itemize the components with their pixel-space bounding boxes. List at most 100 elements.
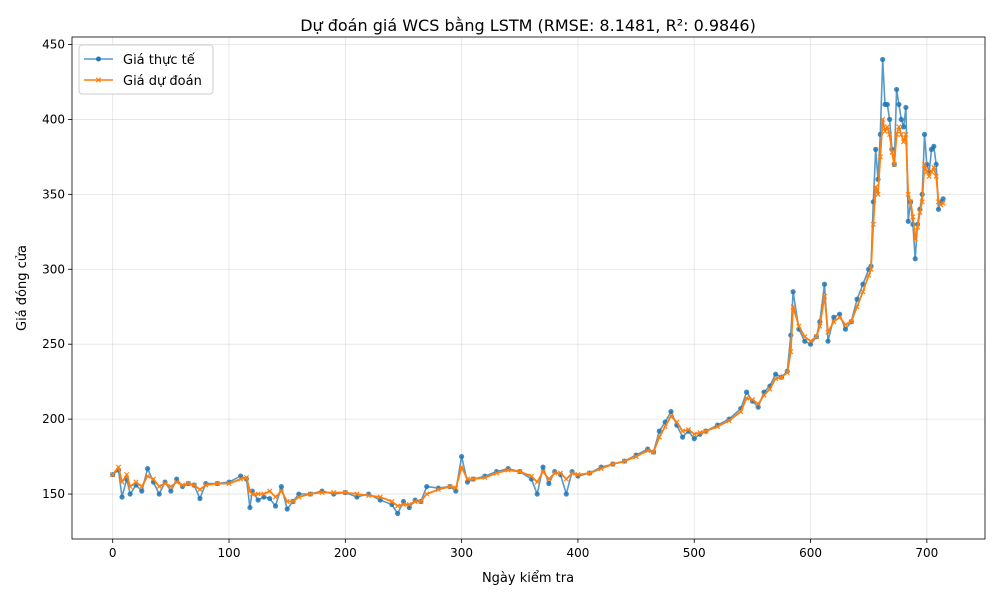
data-point — [464, 476, 471, 482]
data-point — [656, 428, 662, 434]
data-point — [150, 476, 157, 482]
data-point — [174, 479, 180, 485]
data-point — [139, 488, 145, 494]
data-point — [179, 482, 186, 488]
data-point — [214, 480, 221, 487]
data-point — [703, 428, 709, 434]
data-point — [831, 314, 837, 320]
data-point — [919, 199, 925, 205]
data-point — [406, 501, 412, 508]
data-point — [854, 296, 860, 302]
data-point — [935, 206, 942, 212]
x-tick-label: 300 — [450, 546, 473, 560]
legend-frame — [78, 44, 214, 95]
data-point — [813, 334, 819, 340]
data-point — [540, 468, 546, 475]
data-point — [546, 476, 552, 482]
data-point — [621, 458, 628, 464]
data-point — [284, 506, 290, 512]
data-point — [912, 236, 918, 242]
data-point — [156, 483, 162, 490]
data-point — [127, 491, 133, 497]
data-point — [389, 498, 395, 505]
data-point — [267, 495, 273, 502]
x-tick-label: 400 — [566, 546, 589, 560]
data-point — [854, 304, 860, 310]
data-point — [395, 510, 401, 517]
data-point — [272, 503, 279, 509]
data-point — [168, 488, 174, 494]
data-point — [249, 491, 255, 497]
data-point — [144, 473, 151, 479]
data-point — [505, 467, 511, 473]
y-tick-label: 250 — [42, 337, 65, 351]
data-point — [598, 465, 604, 472]
y-axis-label: Giá đóng cửa — [15, 245, 30, 331]
data-point — [743, 395, 750, 401]
data-point — [887, 131, 893, 138]
data-point — [144, 465, 151, 472]
data-point — [796, 323, 802, 329]
data-point — [866, 272, 872, 278]
data-point — [788, 349, 794, 355]
data-point — [880, 56, 886, 63]
data-point — [400, 501, 407, 508]
data-point — [191, 482, 197, 488]
data-point — [848, 319, 854, 325]
data-point — [296, 494, 302, 500]
data-point — [319, 489, 325, 496]
data-point — [674, 419, 680, 425]
data-point — [921, 131, 928, 138]
data-point — [650, 449, 657, 455]
data-point — [168, 483, 174, 490]
data-point — [115, 464, 122, 470]
data-point — [680, 434, 686, 440]
grid — [72, 37, 985, 539]
data-point — [307, 491, 314, 497]
y-tick-label: 400 — [42, 112, 65, 126]
data-point — [261, 491, 267, 497]
data-point — [656, 434, 662, 440]
data-point — [903, 104, 909, 111]
legend: Giá thực tế Giá dự đoán — [78, 44, 214, 95]
data-point — [447, 483, 453, 490]
x-tick-label: 700 — [915, 546, 938, 560]
data-point — [821, 293, 828, 299]
data-point — [633, 453, 639, 460]
data-point — [203, 482, 209, 488]
x-axis-ticks: 0 100 200 300 400 500 600 700 — [109, 539, 938, 560]
data-point — [342, 489, 348, 496]
data-point — [825, 329, 831, 335]
data-point — [891, 161, 897, 167]
data-point — [807, 338, 814, 344]
data-point — [882, 128, 888, 135]
series-actual — [110, 56, 946, 517]
data-point — [743, 389, 750, 395]
data-point — [898, 131, 904, 138]
data-point — [238, 476, 244, 482]
data-point — [586, 470, 593, 476]
data-point — [884, 101, 890, 108]
data-point — [610, 461, 616, 467]
data-point — [697, 429, 703, 436]
data-point — [873, 184, 879, 190]
data-point — [557, 470, 564, 476]
x-tick-label: 100 — [218, 546, 241, 560]
series-line — [111, 118, 944, 507]
y-tick-label: 150 — [42, 487, 65, 501]
data-point — [662, 423, 668, 430]
data-point — [691, 431, 697, 437]
y-axis-ticks: 150 200 250 300 350 400 450 — [42, 37, 72, 501]
legend-label-predicted: Giá dự đoán — [123, 74, 202, 89]
data-point — [821, 281, 828, 287]
data-point — [139, 483, 145, 490]
data-point — [534, 491, 540, 497]
data-point — [714, 423, 721, 430]
data-point — [563, 476, 569, 482]
data-point — [528, 473, 535, 479]
chart-title: Dự đoán giá WCS bằng LSTM (RMSE: 8.1481,… — [300, 16, 756, 35]
data-point — [685, 426, 692, 433]
data-point — [907, 199, 914, 205]
data-point — [517, 468, 523, 475]
data-point — [267, 488, 273, 494]
